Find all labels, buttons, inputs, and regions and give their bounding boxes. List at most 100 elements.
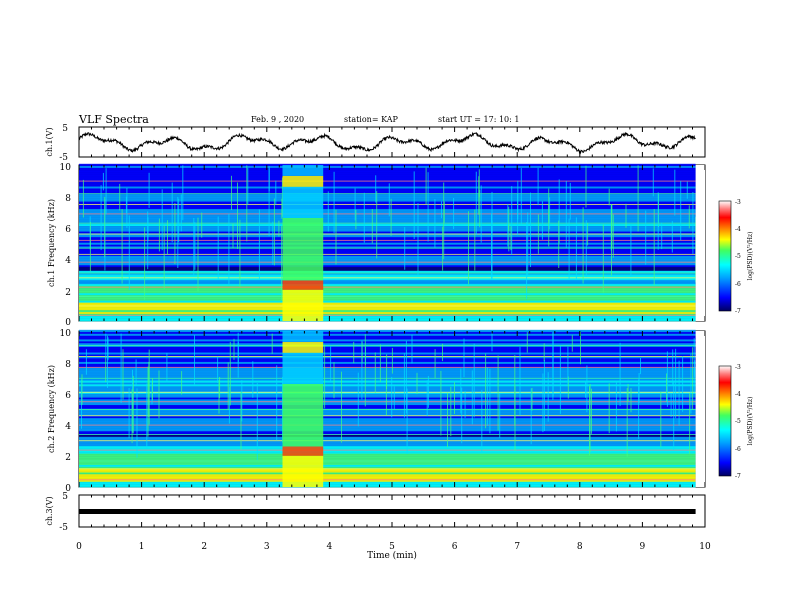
narrowband-line xyxy=(79,440,696,442)
spectrogram-band xyxy=(79,231,696,234)
impulse-spike xyxy=(608,383,610,434)
spectrogram-band xyxy=(79,432,696,435)
impulse-spike xyxy=(161,189,163,251)
ch1-cb-tick--4: -4 xyxy=(735,226,741,233)
narrowband-line xyxy=(79,401,696,403)
interference-block xyxy=(282,352,324,384)
impulse-spike xyxy=(653,209,655,286)
xtick-label-5: 5 xyxy=(389,542,395,552)
impulse-spike xyxy=(507,203,509,247)
impulse-spike xyxy=(478,169,480,198)
spectrogram-band xyxy=(79,309,696,313)
impulse-spike xyxy=(357,372,359,427)
impulse-spike xyxy=(107,335,108,388)
spectrogram-band xyxy=(79,350,696,353)
spectrogram-band xyxy=(79,201,696,204)
narrowband-line xyxy=(79,233,696,235)
spectrogram-band xyxy=(79,472,696,475)
ch2-colorbar: -3 -4 -5 -6 -7 log(PSD)(V²/Hz) xyxy=(718,364,754,480)
ch1-colorbar: -3 -4 -5 -6 -7 log(PSD)(V²/Hz) xyxy=(718,199,754,315)
spectrogram-band xyxy=(79,277,696,281)
impulse-spike xyxy=(146,383,148,449)
spectrogram-band xyxy=(79,216,696,219)
spectrogram-band xyxy=(79,188,696,191)
impulse-spike xyxy=(670,393,672,418)
spectrogram-band xyxy=(79,449,696,452)
spectrogram-band xyxy=(79,429,696,432)
spectrogram-band xyxy=(79,319,696,322)
narrowband-line xyxy=(79,180,696,182)
impulse-spike xyxy=(630,388,632,413)
impulse-spike xyxy=(105,356,107,382)
xtick-label-6: 6 xyxy=(452,542,458,552)
impulse-spike xyxy=(530,388,532,445)
impulse-spike xyxy=(591,388,592,434)
impulse-spike xyxy=(519,346,521,416)
interference-block xyxy=(282,289,324,321)
narrowband-line xyxy=(79,314,696,316)
impulse-spike xyxy=(567,376,569,399)
ch2-colorbar-label: log(PSD)(V²/Hz) xyxy=(747,397,754,446)
impulse-spike xyxy=(252,361,254,398)
impulse-spike xyxy=(364,334,366,407)
impulse-spike xyxy=(232,223,234,249)
impulse-spike xyxy=(637,165,639,232)
impulse-spike xyxy=(450,386,452,437)
ch2-freq-tick-0: 0 xyxy=(65,484,71,494)
impulse-spike xyxy=(586,365,588,413)
interference-block xyxy=(282,175,324,187)
spectrogram-band xyxy=(79,163,696,167)
ch1-freq-tick-4: 4 xyxy=(65,256,71,266)
spectrogram-band xyxy=(79,208,696,211)
impulse-spike xyxy=(547,372,549,422)
impulse-spike xyxy=(416,372,418,395)
spectrogram-band xyxy=(79,214,696,217)
impulse-spike xyxy=(121,209,123,284)
ch2-cb-tick--7: -7 xyxy=(735,473,741,480)
station-label: station= KAP xyxy=(344,115,399,124)
impulse-spike xyxy=(464,390,466,418)
impulse-spike xyxy=(158,218,160,252)
spectrogram-band xyxy=(79,370,696,374)
impulse-spike xyxy=(585,165,587,208)
impulse-spike xyxy=(403,353,405,418)
spectrogram-band xyxy=(79,402,696,406)
impulse-spike xyxy=(499,393,501,438)
impulse-spike xyxy=(166,352,168,383)
spectrogram-band xyxy=(79,475,696,479)
impulse-spike xyxy=(453,198,455,230)
spectrogram-band xyxy=(79,197,696,200)
spectrogram-band xyxy=(79,193,696,196)
impulse-spike xyxy=(281,226,283,300)
impulse-spike xyxy=(107,337,109,361)
ch1-cb-tick--6: -6 xyxy=(735,281,741,288)
spectrogram-band xyxy=(79,404,696,407)
spectrogram-band xyxy=(79,443,696,447)
ch1-waveform-line xyxy=(78,131,696,155)
impulse-spike xyxy=(281,177,283,217)
spectrogram-band xyxy=(79,294,696,298)
impulse-spike xyxy=(652,168,654,197)
spectrogram-band xyxy=(79,423,696,426)
spectrogram-band xyxy=(79,359,696,362)
spectrogram-band xyxy=(79,248,696,251)
impulse-spike xyxy=(531,387,533,411)
ch2-spectrogram-image xyxy=(79,329,705,488)
impulse-spike xyxy=(353,341,355,364)
impulse-spike xyxy=(585,220,587,277)
spectrogram-band xyxy=(79,462,696,465)
spectrogram-band xyxy=(79,473,696,477)
ch1-spectrogram-ylabel: ch.1 Frequency (kHz) xyxy=(47,199,56,287)
spectrogram-band xyxy=(79,361,696,364)
impulse-spike xyxy=(273,198,275,266)
impulse-spike xyxy=(361,340,363,400)
impulse-spike xyxy=(602,224,604,293)
spectrogram-band xyxy=(79,268,696,271)
ch1-cb-tick--5: -5 xyxy=(735,253,741,260)
interference-block xyxy=(282,280,324,290)
ch2-freq-tick-4: 4 xyxy=(65,422,71,432)
spectrogram-band xyxy=(79,369,696,372)
impulse-spike xyxy=(330,346,332,383)
impulse-spike xyxy=(694,360,696,377)
